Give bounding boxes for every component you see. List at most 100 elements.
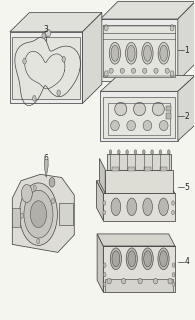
Polygon shape <box>97 234 103 292</box>
Text: 4: 4 <box>185 258 190 267</box>
Circle shape <box>103 210 106 215</box>
Bar <box>12 37 80 100</box>
Bar <box>103 194 175 220</box>
Ellipse shape <box>142 248 153 270</box>
Polygon shape <box>97 181 175 194</box>
Circle shape <box>103 272 106 277</box>
Ellipse shape <box>159 121 168 131</box>
Polygon shape <box>10 13 102 32</box>
Circle shape <box>30 201 47 228</box>
Ellipse shape <box>111 198 121 216</box>
Ellipse shape <box>142 43 153 64</box>
Polygon shape <box>100 76 195 91</box>
Ellipse shape <box>109 68 113 73</box>
Bar <box>166 106 171 111</box>
Ellipse shape <box>160 251 167 267</box>
Text: 6: 6 <box>44 154 49 163</box>
Ellipse shape <box>138 278 142 284</box>
Circle shape <box>172 282 175 286</box>
Polygon shape <box>178 76 195 141</box>
Ellipse shape <box>152 102 164 116</box>
Bar <box>105 279 173 292</box>
Polygon shape <box>100 91 178 141</box>
Polygon shape <box>12 174 74 252</box>
Circle shape <box>103 201 106 205</box>
Circle shape <box>62 56 65 62</box>
Ellipse shape <box>111 121 119 131</box>
Polygon shape <box>97 234 175 246</box>
Circle shape <box>126 150 129 154</box>
Circle shape <box>142 150 145 154</box>
Bar <box>107 154 171 170</box>
Polygon shape <box>97 181 103 220</box>
Ellipse shape <box>111 45 119 61</box>
Ellipse shape <box>143 68 147 73</box>
Ellipse shape <box>128 251 136 267</box>
Circle shape <box>109 150 112 154</box>
Ellipse shape <box>126 248 137 270</box>
Polygon shape <box>99 158 105 194</box>
Text: 5: 5 <box>185 183 190 192</box>
Ellipse shape <box>168 278 172 284</box>
Circle shape <box>167 150 170 154</box>
Ellipse shape <box>153 278 158 284</box>
Polygon shape <box>178 2 195 81</box>
Bar <box>103 97 175 138</box>
Bar <box>105 170 173 194</box>
Circle shape <box>20 213 24 218</box>
Ellipse shape <box>143 121 152 131</box>
Ellipse shape <box>110 248 121 270</box>
Circle shape <box>170 25 174 31</box>
Circle shape <box>151 150 153 154</box>
Circle shape <box>42 33 45 39</box>
Circle shape <box>170 71 174 77</box>
Circle shape <box>159 150 162 154</box>
Circle shape <box>37 239 40 244</box>
Circle shape <box>33 185 36 190</box>
Circle shape <box>103 263 106 268</box>
Polygon shape <box>82 13 102 103</box>
Bar <box>160 167 167 171</box>
Circle shape <box>172 201 174 205</box>
Ellipse shape <box>144 45 151 61</box>
Ellipse shape <box>112 251 120 267</box>
Bar <box>128 167 135 171</box>
Circle shape <box>172 263 175 268</box>
Ellipse shape <box>109 43 121 64</box>
Ellipse shape <box>160 45 168 61</box>
Polygon shape <box>100 19 178 81</box>
Circle shape <box>172 272 175 277</box>
Text: 1: 1 <box>185 45 189 55</box>
Circle shape <box>104 25 108 31</box>
Text: 3: 3 <box>44 25 49 34</box>
Bar <box>12 208 20 227</box>
Ellipse shape <box>158 248 169 270</box>
Bar <box>144 167 151 171</box>
Bar <box>108 103 170 134</box>
Ellipse shape <box>127 198 137 216</box>
Ellipse shape <box>120 68 124 73</box>
Text: 2: 2 <box>185 112 189 121</box>
Ellipse shape <box>121 278 126 284</box>
Ellipse shape <box>165 68 169 73</box>
Circle shape <box>117 150 120 154</box>
Circle shape <box>172 210 174 215</box>
Ellipse shape <box>158 43 169 64</box>
Circle shape <box>20 183 57 245</box>
Bar <box>166 114 171 119</box>
Bar <box>112 167 119 171</box>
Ellipse shape <box>143 198 152 216</box>
Ellipse shape <box>115 102 127 116</box>
Ellipse shape <box>45 30 51 37</box>
Bar <box>103 246 175 292</box>
Ellipse shape <box>144 251 152 267</box>
Circle shape <box>51 199 54 204</box>
Ellipse shape <box>131 68 136 73</box>
Ellipse shape <box>127 121 136 131</box>
Ellipse shape <box>134 102 145 116</box>
Polygon shape <box>44 159 48 178</box>
Ellipse shape <box>127 45 135 61</box>
Circle shape <box>33 95 36 101</box>
Circle shape <box>49 178 55 187</box>
Circle shape <box>103 282 106 286</box>
